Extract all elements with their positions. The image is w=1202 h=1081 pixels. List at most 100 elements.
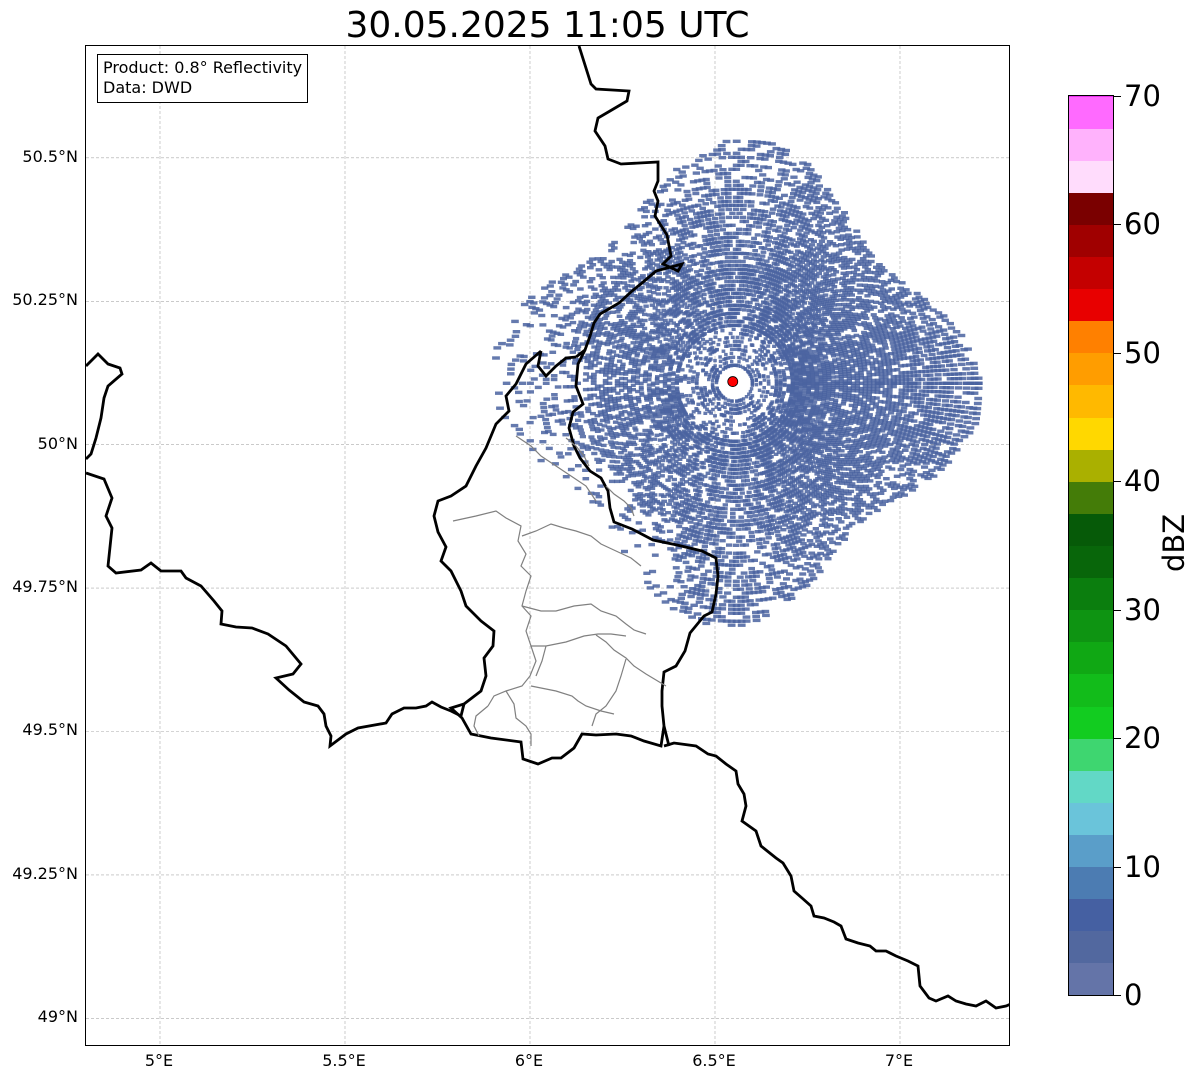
echo-cell: [571, 398, 578, 402]
echo-cell: [867, 425, 874, 429]
echo-cell: [746, 603, 755, 607]
echo-cell: [621, 263, 629, 267]
echo-cell: [848, 477, 855, 481]
echo-cell: [654, 593, 662, 597]
echo-cell: [608, 430, 614, 435]
echo-cell: [621, 323, 627, 327]
echo-cell: [839, 431, 845, 436]
echo-cell: [930, 389, 938, 394]
echo-cell: [833, 457, 839, 462]
echo-cell: [940, 459, 949, 463]
echo-cell: [715, 473, 720, 478]
echo-cell: [637, 346, 643, 350]
echo-cell: [528, 295, 536, 299]
echo-cell: [780, 553, 788, 557]
echo-cell: [856, 498, 864, 502]
echo-cell: [639, 504, 646, 508]
echo-cell: [657, 506, 663, 510]
echo-cell: [640, 248, 647, 252]
echo-cell: [611, 293, 618, 297]
echo-cell: [765, 572, 772, 577]
echo-cell: [644, 396, 649, 400]
echo-cell: [721, 470, 727, 475]
echo-cell: [655, 314, 661, 319]
echo-cell: [699, 460, 705, 465]
echo-cell: [612, 298, 619, 302]
echo-cell: [909, 488, 917, 492]
echo-cell: [630, 383, 636, 388]
echo-cell: [680, 368, 685, 372]
echo-cell: [609, 355, 615, 359]
echo-cell: [626, 354, 632, 358]
echo-cell: [695, 377, 699, 381]
echo-cell: [650, 345, 656, 349]
echo-cell: [688, 359, 692, 363]
echo-cell: [748, 389, 753, 394]
echo-cell: [730, 431, 735, 435]
echo-cell: [926, 422, 934, 427]
echo-cell: [610, 288, 617, 292]
echo-cell: [565, 409, 572, 414]
echo-cell: [692, 224, 699, 229]
echo-cell: [671, 487, 678, 491]
echo-cell: [608, 360, 614, 364]
echo-cell: [586, 260, 594, 264]
map-panel[interactable]: [85, 45, 1010, 1046]
echo-cell: [638, 482, 645, 486]
map-canvas[interactable]: [86, 46, 1010, 1046]
echo-cell: [691, 233, 698, 237]
echo-cell: [665, 511, 671, 515]
echo-cell: [676, 229, 683, 234]
echo-cell: [688, 246, 695, 250]
echo-cell: [882, 433, 889, 437]
echo-cell: [687, 594, 695, 599]
echo-cell: [692, 305, 698, 309]
echo-cell: [712, 542, 719, 546]
echo-cell: [891, 429, 898, 433]
echo-cell: [643, 332, 649, 336]
echo-cell: [754, 460, 760, 464]
echo-cell: [590, 335, 597, 339]
echo-cell: [690, 437, 695, 441]
echo-cell: [691, 575, 699, 579]
echo-cell: [901, 424, 908, 429]
echo-cell: [652, 284, 658, 288]
echo-cell: [652, 527, 660, 531]
echo-cell: [588, 435, 595, 439]
echo-cell: [890, 384, 897, 389]
echo-cell: [722, 434, 727, 438]
echo-cell: [856, 479, 863, 484]
echo-cell: [684, 305, 690, 309]
echo-cell: [716, 574, 724, 579]
echo-cell: [654, 346, 659, 350]
echo-cell: [715, 522, 721, 526]
echo-cell: [637, 497, 644, 501]
echo-cell: [643, 241, 651, 245]
echo-cell: [671, 371, 676, 375]
echo-cell: [656, 367, 661, 371]
echo-cell: [765, 499, 771, 503]
echo-cell: [584, 307, 591, 312]
echo-cell: [924, 457, 932, 461]
echo-cell: [776, 473, 782, 478]
echo-cell: [865, 511, 873, 516]
echo-cell: [725, 426, 729, 431]
echo-cell: [677, 183, 685, 187]
echo-cell: [644, 398, 650, 402]
echo-cell: [685, 414, 690, 419]
echo-cell: [766, 456, 771, 460]
echo-cell: [701, 394, 705, 398]
echo-cell: [652, 306, 658, 310]
echo-cell: [607, 394, 613, 399]
echo-cell: [680, 207, 687, 211]
echo-cell: [937, 407, 945, 411]
echo-cell: [855, 410, 861, 414]
echo-cell: [579, 342, 586, 346]
echo-cell: [837, 436, 843, 440]
echo-cell: [764, 597, 772, 601]
echo-cell: [617, 305, 624, 309]
echo-cell: [630, 377, 636, 381]
echo-cell: [789, 471, 795, 475]
echo-cell: [545, 329, 553, 333]
echo-cell: [810, 576, 818, 581]
